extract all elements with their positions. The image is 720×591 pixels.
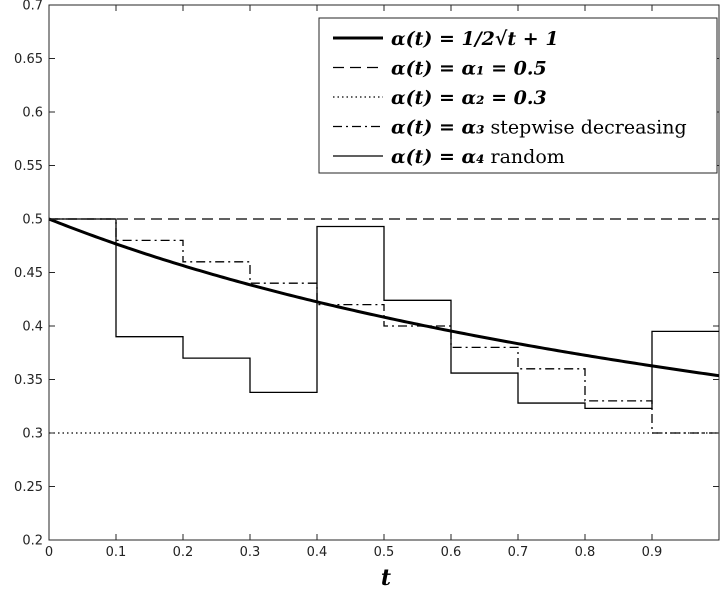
x-tick-label: 0.2 (173, 545, 194, 560)
x-tick-label: 0.9 (642, 545, 663, 560)
y-tick-label: 0.55 (14, 159, 43, 174)
legend-entry-math: α(t) = α₃ (391, 117, 484, 139)
legend-entry-word: random (484, 146, 564, 168)
y-tick-label: 0.35 (14, 373, 43, 388)
y-tick-label: 0.6 (22, 106, 43, 121)
y-tick-label: 0.65 (14, 52, 43, 67)
legend-entry-math: α(t) = α₂ = 0.3 (391, 87, 547, 109)
legend-entry: α(t) = α₂ = 0.3 (391, 87, 547, 109)
legend-entry: α(t) = α₁ = 0.5 (391, 58, 547, 80)
x-tick-label: 0.6 (441, 545, 462, 560)
y-tick-label: 0.25 (14, 480, 43, 495)
y-tick-label: 0.2 (22, 534, 43, 549)
x-tick-label: 0.7 (508, 545, 529, 560)
y-tick-label: 0.3 (22, 427, 43, 442)
series-layer (48, 217, 720, 434)
legend-entry: α(t) = 1/2√t + 1 (391, 28, 559, 50)
series-line-4 (49, 218, 719, 410)
legend-entry: α(t) = α₃ stepwise decreasing (391, 117, 687, 139)
legend: α(t) = 1/2√t + 1 α(t) = α₁ = 0.5 α(t) = α₂… (318, 17, 718, 174)
x-tick-label: 0.1 (106, 545, 127, 560)
y-tick-label: 0.4 (22, 320, 43, 335)
legend-entry-math: α(t) = 1/2√t + 1 (391, 28, 559, 50)
ticks-layer: 0 0.1 0.2 0.3 0.4 0.5 0.6 0.7 0.8 0.9 0.2 0.25 0.3 0.… (14, 0, 719, 560)
y-tick-label: 0.7 (22, 0, 43, 14)
legend-entry-word: stepwise decreasing (484, 117, 686, 139)
legend-entry: α(t) = α₄ random (391, 146, 565, 168)
legend-entry-math: α(t) = α₄ (391, 146, 484, 168)
x-tick-label: 0.4 (307, 545, 328, 560)
series-line-3 (49, 218, 719, 434)
x-axis-label: t (381, 565, 391, 591)
series-line-0 (48, 217, 720, 378)
legend-box (318, 17, 718, 174)
y-tick-label: 0.5 (22, 213, 43, 228)
y-tick-label: 0.45 (14, 266, 43, 281)
x-tick-label: 0.8 (575, 545, 596, 560)
legend-entry-math: α(t) = α₁ = 0.5 (391, 58, 547, 80)
x-tick-label: 0.5 (374, 545, 395, 560)
x-tick-label: 0.3 (240, 545, 261, 560)
x-tick-label: 0 (45, 545, 53, 560)
